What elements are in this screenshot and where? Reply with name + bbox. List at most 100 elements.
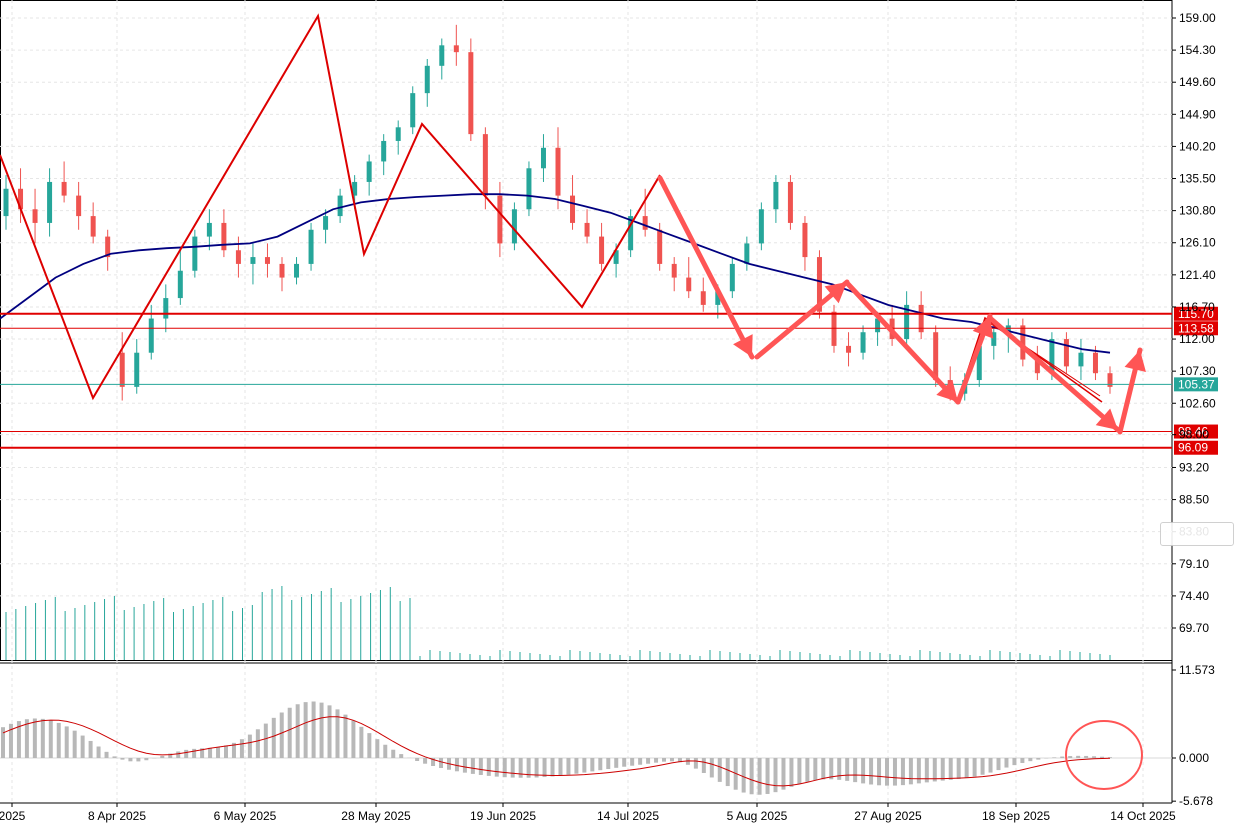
candle-body	[642, 216, 648, 230]
candle-body	[584, 222, 590, 237]
grid	[0, 0, 1173, 804]
candle-body	[831, 311, 837, 346]
candle-body	[1078, 352, 1084, 367]
candle-body	[47, 181, 53, 223]
level-tag-text: 96.09	[1178, 441, 1208, 455]
price-tick-label: 159.00	[1179, 11, 1216, 25]
zigzag-line	[0, 13, 661, 401]
candle-body	[773, 181, 779, 210]
price-panel-frame	[0, 0, 1173, 661]
candle-body	[700, 291, 706, 305]
candle-body	[337, 195, 343, 217]
candle-body	[366, 161, 372, 182]
candle-body	[1005, 325, 1011, 333]
candle-body	[729, 263, 735, 292]
candle-body	[148, 318, 154, 353]
candle-body	[250, 257, 256, 264]
candle-body	[163, 298, 169, 319]
price-tick-label: 88.50	[1179, 493, 1209, 507]
forecast-arrow-shaft	[987, 315, 1121, 433]
osc-tick-label: 11.573	[1179, 663, 1215, 677]
candle-body	[657, 229, 663, 264]
candle-body	[802, 222, 808, 258]
candle-body	[76, 195, 82, 217]
candle-body	[410, 93, 416, 128]
candle-body	[613, 250, 619, 264]
level-tag	[1174, 321, 1218, 336]
candle-body	[453, 45, 459, 53]
candle-body	[933, 332, 939, 381]
candle-body	[32, 209, 38, 223]
forecast-arrow-head	[824, 282, 847, 304]
oscillator-panel	[0, 701, 1172, 795]
level-tag	[1174, 306, 1218, 321]
price-tick-label: 144.90	[1179, 107, 1216, 121]
candle-body	[1034, 359, 1040, 374]
price-tick-label: 135.50	[1179, 172, 1216, 186]
candle-body	[294, 263, 300, 278]
price-tick-label: 121.40	[1179, 268, 1216, 282]
candle-body	[424, 65, 430, 94]
candle-body	[991, 332, 997, 346]
price-tick-label: 102.60	[1179, 396, 1216, 410]
candle-body	[177, 270, 183, 299]
osc-signal-line	[2, 716, 1111, 787]
price-tick-label: 140.20	[1179, 139, 1216, 153]
forecast-arrow-head	[1124, 350, 1146, 373]
candle-body	[105, 236, 111, 258]
price-tick-label: 112.00	[1179, 332, 1215, 346]
price-tick-label: 79.10	[1179, 557, 1209, 571]
candle-body	[526, 168, 532, 210]
candle-body	[758, 209, 764, 244]
candle-body	[846, 345, 852, 353]
time-tick-label: 14 Jul 2025	[597, 809, 659, 823]
candle-body	[1020, 325, 1026, 360]
forecast-arrow-head	[972, 316, 994, 339]
candle-body	[468, 52, 474, 135]
level-tag-text: 115.70	[1178, 307, 1214, 321]
candle-body	[3, 188, 9, 217]
time-tick-label: 19 Jun 2025	[470, 809, 536, 823]
time-tick-label: 2025	[0, 809, 26, 823]
candle-body	[395, 127, 401, 141]
forecast-arrow-shaft	[657, 175, 755, 360]
osc-tick-label: -5.678	[1179, 794, 1213, 808]
candle-body	[599, 236, 605, 264]
candle-body	[976, 345, 982, 381]
volume-bars	[5, 586, 1111, 660]
price-tick-label: 126.10	[1179, 236, 1216, 250]
candle-body	[352, 181, 358, 196]
forecast-arrow-head	[733, 334, 753, 357]
axes: 159.00 154.30 149.60 144.90 140.20 135.50 130.…	[0, 11, 1216, 823]
candle-body	[134, 352, 140, 387]
candle-body	[1063, 339, 1069, 367]
candle-body	[570, 195, 576, 223]
time-tick-label: 18 Sep 2025	[982, 809, 1050, 823]
candle-body	[61, 181, 67, 196]
candle-body	[119, 352, 125, 387]
forecast-arrows	[657, 175, 1146, 435]
candle-body	[787, 181, 793, 223]
price-tick-label: 107.30	[1179, 364, 1216, 378]
candle-body	[308, 229, 314, 264]
time-tick-label: 6 May 2025	[214, 809, 277, 823]
candle-body	[686, 277, 692, 292]
candle-body	[511, 209, 517, 244]
candle-body	[482, 134, 488, 196]
candle-body	[192, 236, 198, 271]
candle-body	[540, 147, 546, 169]
forecast-arrow-head	[936, 379, 958, 402]
candle-body	[744, 243, 750, 264]
candle-body	[1049, 339, 1055, 374]
time-tick-label: 8 Apr 2025	[88, 809, 146, 823]
candle-body	[206, 222, 212, 237]
candle-body	[628, 216, 634, 251]
price-tick-label: 116.70	[1179, 300, 1215, 314]
forecast-arrow-head	[1095, 408, 1118, 430]
candle-body	[860, 332, 866, 353]
candle-body	[279, 263, 285, 278]
price-tick-label: 98.00	[1179, 428, 1209, 442]
price-tick-label: 130.80	[1179, 204, 1216, 218]
